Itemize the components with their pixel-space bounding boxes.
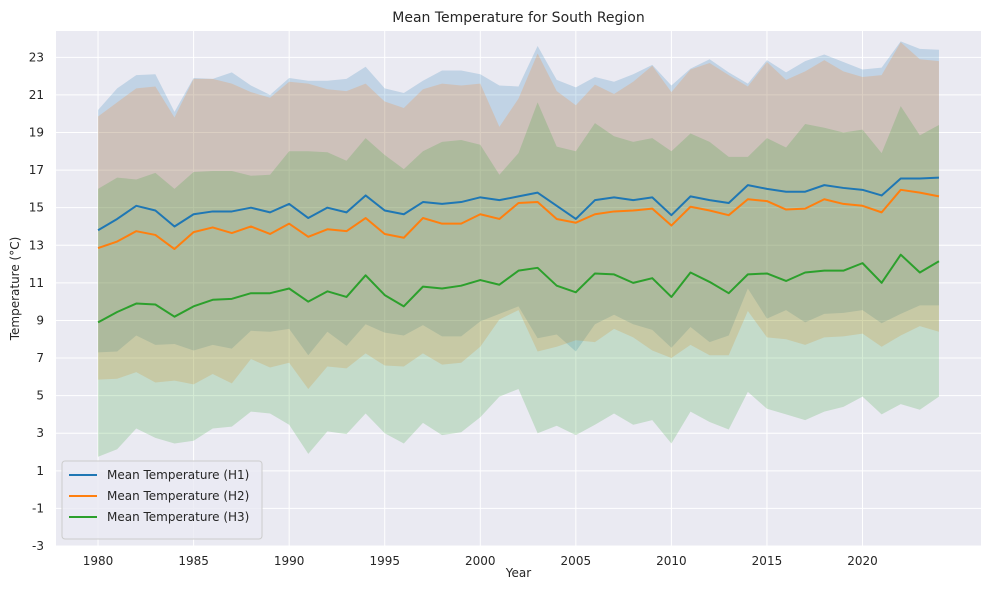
y-tick-label: 15 bbox=[29, 201, 44, 215]
x-tick-label: 1985 bbox=[178, 554, 209, 568]
y-tick-label: 13 bbox=[29, 238, 44, 252]
plot-background bbox=[56, 31, 981, 546]
x-tick-label: 1990 bbox=[274, 554, 305, 568]
y-tick-label: 9 bbox=[36, 313, 44, 327]
legend-label-mean-temperature-h3: Mean Temperature (H3) bbox=[107, 510, 249, 524]
x-tick-label: 1980 bbox=[83, 554, 114, 568]
series-lines bbox=[97, 176, 940, 324]
y-tick-label: 3 bbox=[36, 426, 44, 440]
x-tick-label: 2010 bbox=[656, 554, 687, 568]
x-axis-title: Year bbox=[505, 566, 531, 580]
legend-label-mean-temperature-h1: Mean Temperature (H1) bbox=[107, 468, 249, 482]
x-tick-label: 2020 bbox=[847, 554, 878, 568]
x-tick-label: 2005 bbox=[561, 554, 592, 568]
y-tick-label: 23 bbox=[29, 50, 44, 64]
x-tick-label: 1995 bbox=[369, 554, 400, 568]
y-tick-label: 19 bbox=[29, 125, 44, 139]
line-mean-temperature-h3 bbox=[97, 253, 940, 324]
chart-title: Mean Temperature for South Region bbox=[392, 10, 645, 26]
band-mean-temperature-h3 bbox=[98, 102, 939, 457]
y-axis-title: Temperature (°C) bbox=[8, 237, 22, 342]
y-tick-label: 11 bbox=[29, 276, 44, 290]
x-tick-label: 2000 bbox=[465, 554, 496, 568]
y-tick-label: 21 bbox=[29, 88, 44, 102]
legend: Mean Temperature (H1) Mean Temperature (H… bbox=[61, 460, 263, 540]
band-mean-temperature-h1 bbox=[98, 41, 939, 356]
y-tick-label: 17 bbox=[29, 163, 44, 177]
x-tick-labels: 1980 1985 1990 1995 2000 2005 2010 2015 2020 bbox=[83, 554, 878, 568]
line-mean-temperature-h2 bbox=[97, 188, 940, 251]
x-tick-label: 2015 bbox=[752, 554, 783, 568]
y-tick-label: -3 bbox=[32, 539, 44, 553]
line-mean-temperature-h1 bbox=[97, 176, 939, 232]
y-tick-label: 1 bbox=[36, 464, 44, 478]
y-tick-label: 5 bbox=[36, 389, 44, 403]
y-tick-label: -1 bbox=[32, 501, 44, 515]
grid-lines bbox=[56, 31, 981, 547]
y-tick-label: 7 bbox=[36, 351, 44, 365]
legend-frame bbox=[61, 460, 263, 540]
legend-label-mean-temperature-h2: Mean Temperature (H2) bbox=[107, 489, 249, 503]
